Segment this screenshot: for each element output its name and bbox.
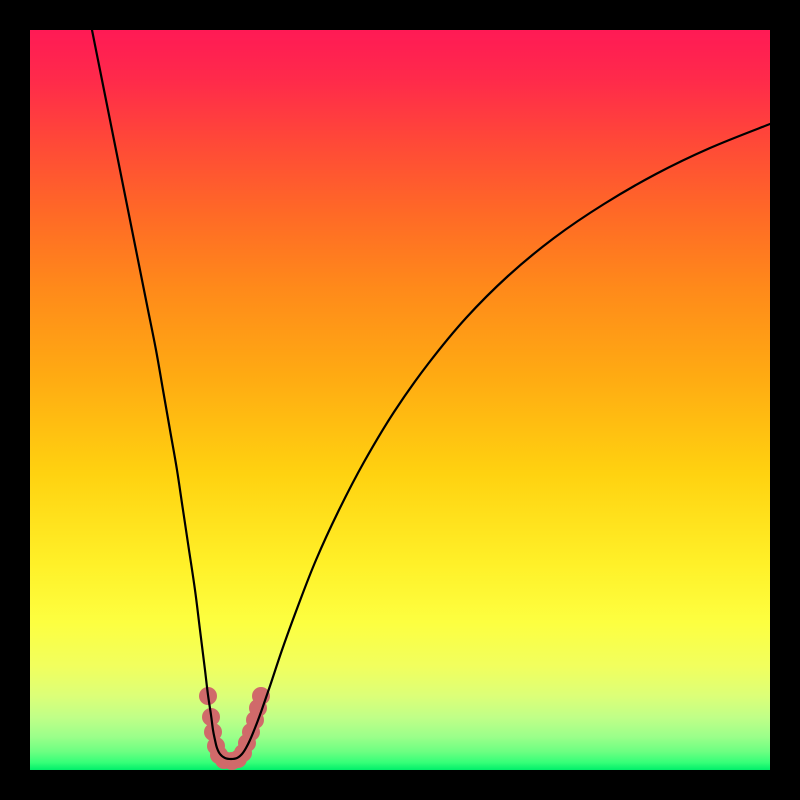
border-top bbox=[0, 0, 800, 30]
border-bottom bbox=[0, 770, 800, 800]
border-left bbox=[0, 0, 30, 800]
chart-root: TheBottleneck.com bbox=[0, 0, 800, 800]
plot-svg bbox=[30, 30, 770, 770]
plot-area bbox=[30, 30, 770, 770]
border-right bbox=[770, 0, 800, 800]
gradient-background bbox=[30, 30, 770, 770]
